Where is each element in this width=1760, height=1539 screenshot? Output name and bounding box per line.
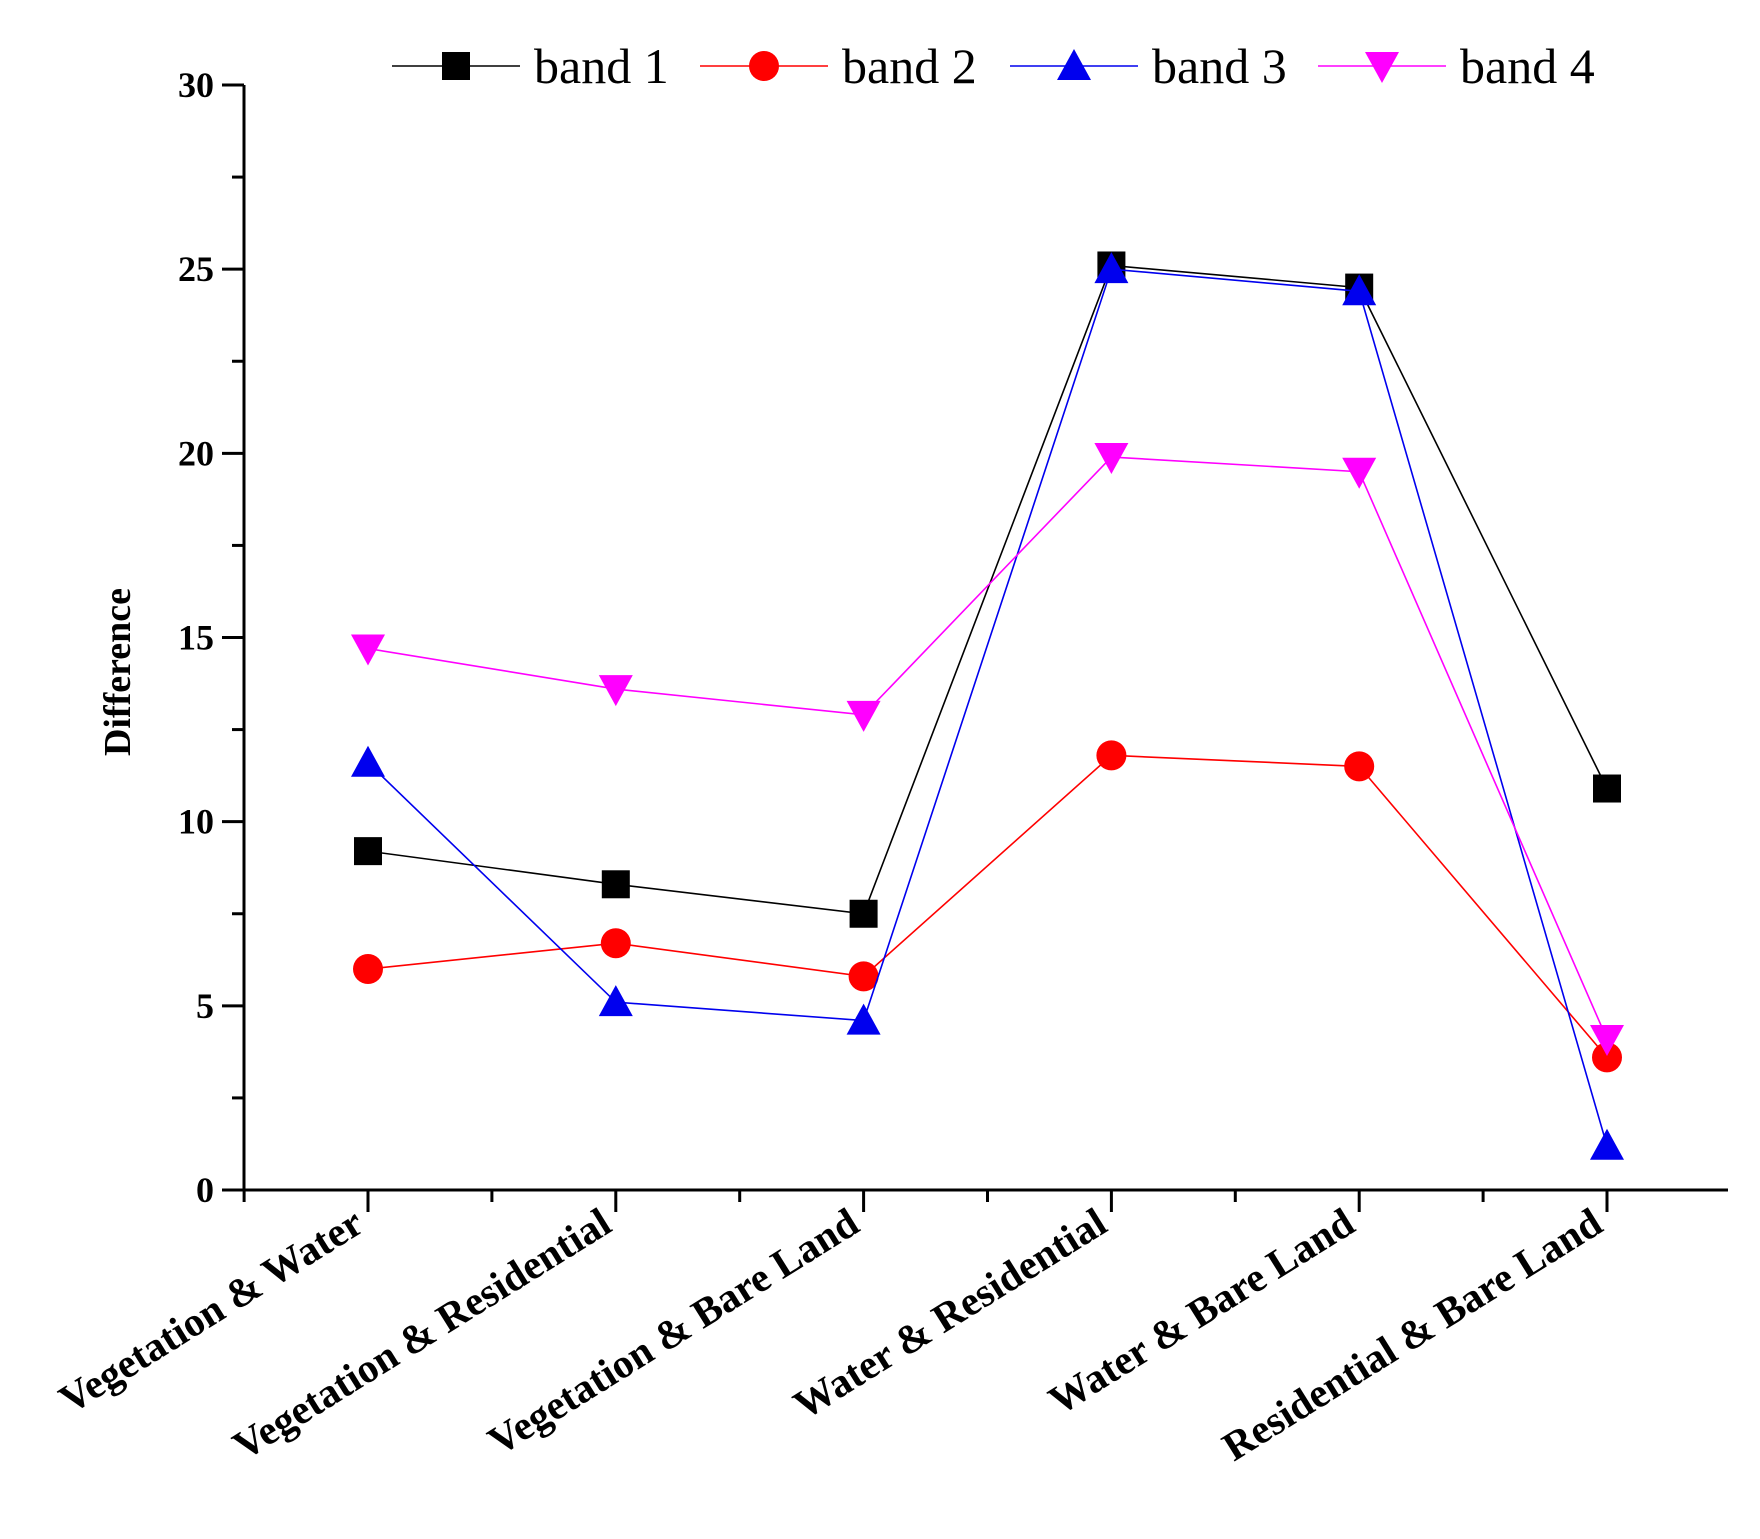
legend-marker xyxy=(749,51,779,81)
data-point xyxy=(847,701,881,732)
data-point xyxy=(1096,740,1126,770)
data-point xyxy=(354,837,382,865)
series-line xyxy=(368,269,1607,1146)
legend-entry: band 2 xyxy=(700,38,977,94)
legend-marker xyxy=(1365,52,1399,83)
data-point xyxy=(601,928,631,958)
y-tick-label: 20 xyxy=(178,433,214,473)
legend-marker xyxy=(1057,49,1091,80)
y-tick-label: 5 xyxy=(196,986,214,1026)
axes: 051015202530Vegetation & WaterVegetation… xyxy=(51,65,1728,1470)
line-chart: 051015202530Vegetation & WaterVegetation… xyxy=(0,0,1760,1539)
y-tick-label: 25 xyxy=(178,249,214,289)
plot-area xyxy=(351,251,1624,1159)
y-tick-label: 10 xyxy=(178,802,214,842)
series-band-4 xyxy=(351,443,1624,1056)
legend-label: band 1 xyxy=(534,38,669,94)
data-point xyxy=(1590,1129,1624,1160)
legend-entry: band 1 xyxy=(392,38,669,94)
data-point xyxy=(1344,751,1374,781)
y-tick-label: 15 xyxy=(178,618,214,658)
legend: band 1 band 2 band 3 band 4 xyxy=(392,38,1595,94)
data-point xyxy=(1593,775,1621,803)
legend-entry: band 4 xyxy=(1318,38,1595,94)
legend-marker xyxy=(442,52,470,80)
legend-label: band 4 xyxy=(1460,38,1595,94)
data-point xyxy=(850,900,878,928)
legend-entry: band 3 xyxy=(1010,38,1287,94)
legend-label: band 3 xyxy=(1152,38,1287,94)
y-axis-title: Difference xyxy=(97,588,139,756)
legend-label: band 2 xyxy=(842,38,977,94)
y-tick-label: 0 xyxy=(196,1170,214,1210)
series-line xyxy=(368,265,1607,913)
series-line xyxy=(368,457,1607,1039)
series-line xyxy=(368,755,1607,1057)
series-band-2 xyxy=(353,740,1622,1072)
data-point xyxy=(602,870,630,898)
y-tick-label: 30 xyxy=(178,65,214,105)
data-point xyxy=(351,746,385,777)
series-band-3 xyxy=(351,252,1624,1160)
data-point xyxy=(1342,458,1376,489)
data-point xyxy=(353,954,383,984)
series-band-1 xyxy=(354,251,1621,927)
